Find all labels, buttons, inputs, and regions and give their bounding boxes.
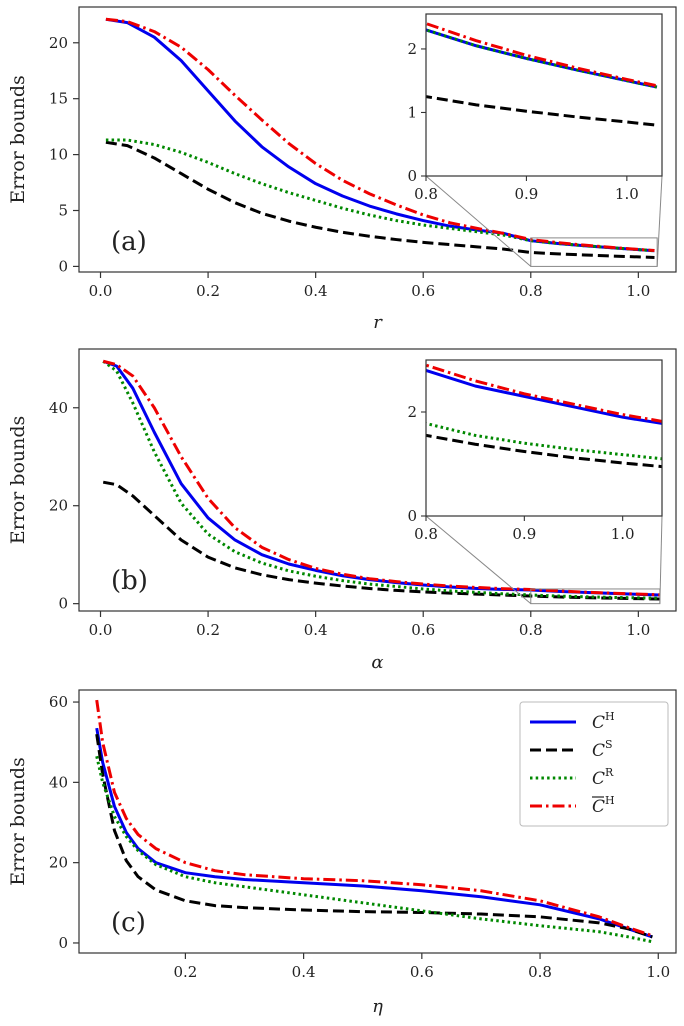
inset-series-line-1 <box>426 27 658 89</box>
inset-x-tick-label: 0.9 <box>512 525 536 543</box>
legend-label-superscript: S <box>605 738 613 751</box>
x-tick-label: 0.2 <box>196 282 220 300</box>
inset-series-line-2 <box>426 94 658 127</box>
x-tick-label: 0.8 <box>528 963 552 981</box>
series-line-3 <box>95 755 653 944</box>
inset-x-tick-label: 1.0 <box>615 185 639 203</box>
y-tick-label: 20 <box>49 34 68 52</box>
inset-y-tick-label: 1 <box>407 103 417 121</box>
zoom-connector-line <box>656 175 663 267</box>
x-tick-label: 0.4 <box>304 621 328 639</box>
plot-frame <box>78 6 677 273</box>
inset-x-tick-label: 0.8 <box>414 525 438 543</box>
y-tick-label: 20 <box>49 497 68 515</box>
series-line-4 <box>95 699 653 938</box>
panel-label: (a) <box>111 227 147 257</box>
inset-axes: 0.8 0.9 1.0 0 1 2 <box>407 13 663 203</box>
inset-frame <box>425 359 663 517</box>
x-tick-label: 0.2 <box>173 963 197 981</box>
inset-background <box>426 14 662 176</box>
inset-axes: 0.8 0.9 1.0 0 2 <box>407 359 663 543</box>
y-tick-label: 0 <box>58 595 68 613</box>
x-tick-label: 0.2 <box>196 621 220 639</box>
y-tick-label: 0 <box>58 257 68 275</box>
inset-y-tick-label: 2 <box>407 40 417 58</box>
zoom-connector-line <box>425 175 532 267</box>
x-tick-label: 0.6 <box>411 282 435 300</box>
series-line-2 <box>95 733 653 939</box>
x-tick-label: 0.8 <box>519 282 543 300</box>
series-line-3 <box>105 138 655 253</box>
y-tick-label: 5 <box>58 202 68 220</box>
legend-label-superscript: H <box>605 710 615 723</box>
series-line-2 <box>105 140 655 259</box>
x-tick-label: 1.0 <box>626 282 650 300</box>
inset-x-tick-label: 0.8 <box>414 185 438 203</box>
plot-frame <box>78 348 677 612</box>
y-tick-label: 40 <box>49 399 68 417</box>
x-tick-label: 0.4 <box>304 282 328 300</box>
panel-label: (c) <box>111 908 146 938</box>
x-tick-label: 1.0 <box>626 621 650 639</box>
y-axis-label: Error bounds <box>7 416 29 545</box>
legend-label-superscript: H <box>605 794 615 807</box>
inset-background <box>426 360 662 516</box>
plot-frame <box>78 689 677 954</box>
legend-label-superscript: R <box>605 766 614 779</box>
inset-y-tick-label: 0 <box>407 507 417 525</box>
panel-3: 0.2 0.4 0.6 0.8 1.0 0 20 40 60 η Error bounds (c) CH… <box>7 689 677 1017</box>
x-tick-label: 0.0 <box>89 621 113 639</box>
y-tick-label: 60 <box>49 693 68 711</box>
x-tick-label: 0.4 <box>292 963 316 981</box>
inset-x-tick-label: 0.9 <box>514 185 538 203</box>
y-axis-label: Error bounds <box>7 75 29 204</box>
inset-series-line-3 <box>426 421 662 461</box>
y-tick-label: 10 <box>49 146 68 164</box>
y-axis-label: Error bounds <box>7 757 29 886</box>
inset-series-line-4 <box>426 363 662 423</box>
y-tick-label: 15 <box>49 90 68 108</box>
inset-series-line-4 <box>426 21 658 88</box>
x-axis-label: r <box>373 312 383 333</box>
x-tick-label: 1.0 <box>646 963 670 981</box>
y-tick-label: 40 <box>49 773 68 791</box>
legend-box <box>519 701 669 827</box>
inset-frame <box>425 13 663 177</box>
inset-y-tick-label: 0 <box>407 167 417 185</box>
zoom-region-box <box>530 237 658 267</box>
inset-x-tick-label: 1.0 <box>611 525 635 543</box>
panel-label: (b) <box>111 566 148 596</box>
series-line-1 <box>95 727 653 939</box>
inset-series-line-1 <box>426 368 662 425</box>
y-tick-label: 20 <box>49 854 68 872</box>
series-line-3 <box>102 360 660 600</box>
x-tick-label: 0.6 <box>411 621 435 639</box>
y-tick-label: 0 <box>58 934 68 952</box>
x-tick-label: 0.8 <box>519 621 543 639</box>
series-line-4 <box>105 17 655 253</box>
x-axis-label: η <box>372 996 383 1017</box>
inset-series-line-2 <box>426 433 662 469</box>
inset-y-tick-label: 2 <box>407 403 417 421</box>
x-tick-label: 0.6 <box>410 963 434 981</box>
series-line-2 <box>102 480 660 601</box>
x-tick-label: 0.0 <box>89 282 113 300</box>
zoom-connector-line <box>425 515 532 605</box>
zoom-connector-line <box>659 515 663 604</box>
x-axis-label: α <box>371 652 383 673</box>
series-line-4 <box>102 359 660 597</box>
